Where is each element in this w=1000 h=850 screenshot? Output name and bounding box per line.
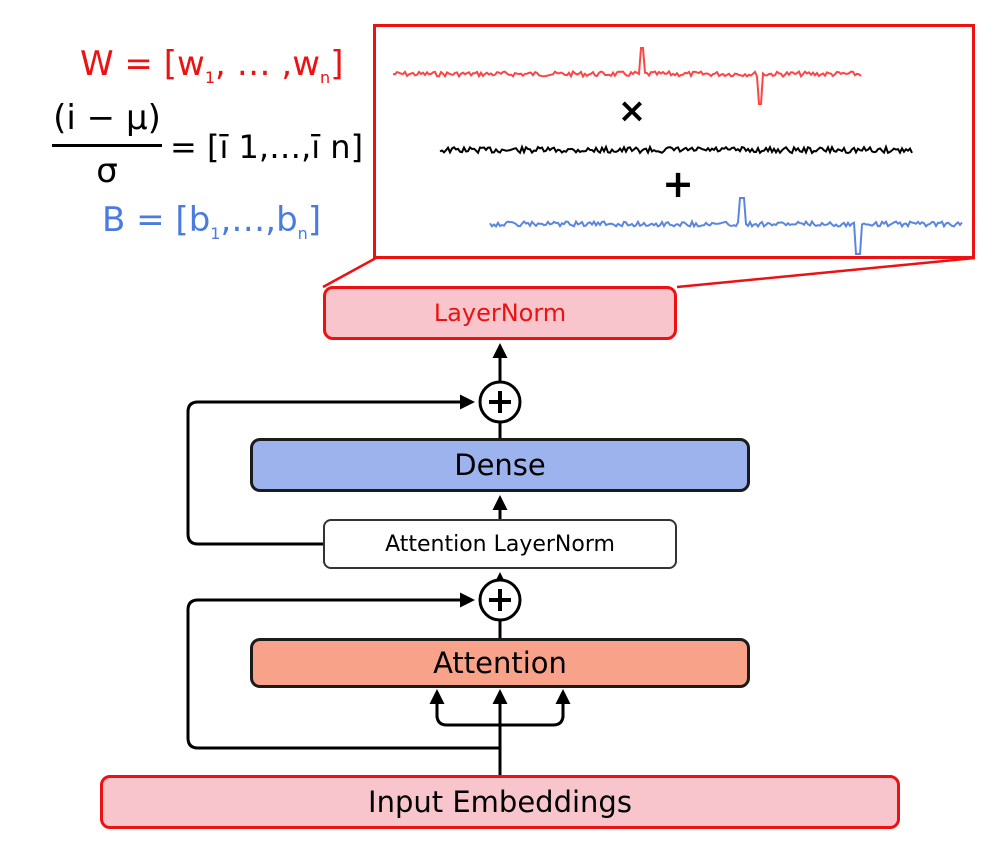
add-operator: + [662, 162, 694, 206]
fraction-bar [52, 144, 162, 147]
bias-equation: B = [b1,…,bn] [102, 200, 322, 243]
input-embeddings-block: Input Embeddings [100, 775, 900, 829]
fraction-numerator: (i − μ) [53, 98, 161, 138]
bias-signal [489, 197, 963, 255]
add-node-lower [478, 578, 522, 622]
layernorm-block: LayerNorm [323, 286, 677, 340]
multiply-operator: × [618, 91, 647, 131]
normalized-signal [439, 143, 913, 156]
add-node-upper [478, 380, 522, 424]
normalized-vector: = [ī 1,…,ī n] [170, 128, 364, 166]
dense-block: Dense [250, 438, 750, 492]
zoom-connector-left [322, 256, 377, 289]
layernorm-zoom-panel [373, 24, 975, 259]
qkv-split [435, 700, 565, 727]
fraction-denominator: σ [96, 151, 118, 191]
weights-signal [392, 47, 862, 105]
residual-attention [186, 592, 500, 750]
weights-equation: W = [w1, … ,wn] [80, 44, 344, 87]
attention-block: Attention [250, 638, 750, 688]
residual-dense [186, 394, 475, 546]
zoom-connector-right [676, 256, 976, 289]
attention-layernorm-block: Attention LayerNorm [323, 519, 677, 569]
normalization-fraction: (i − μ) σ [52, 98, 162, 191]
